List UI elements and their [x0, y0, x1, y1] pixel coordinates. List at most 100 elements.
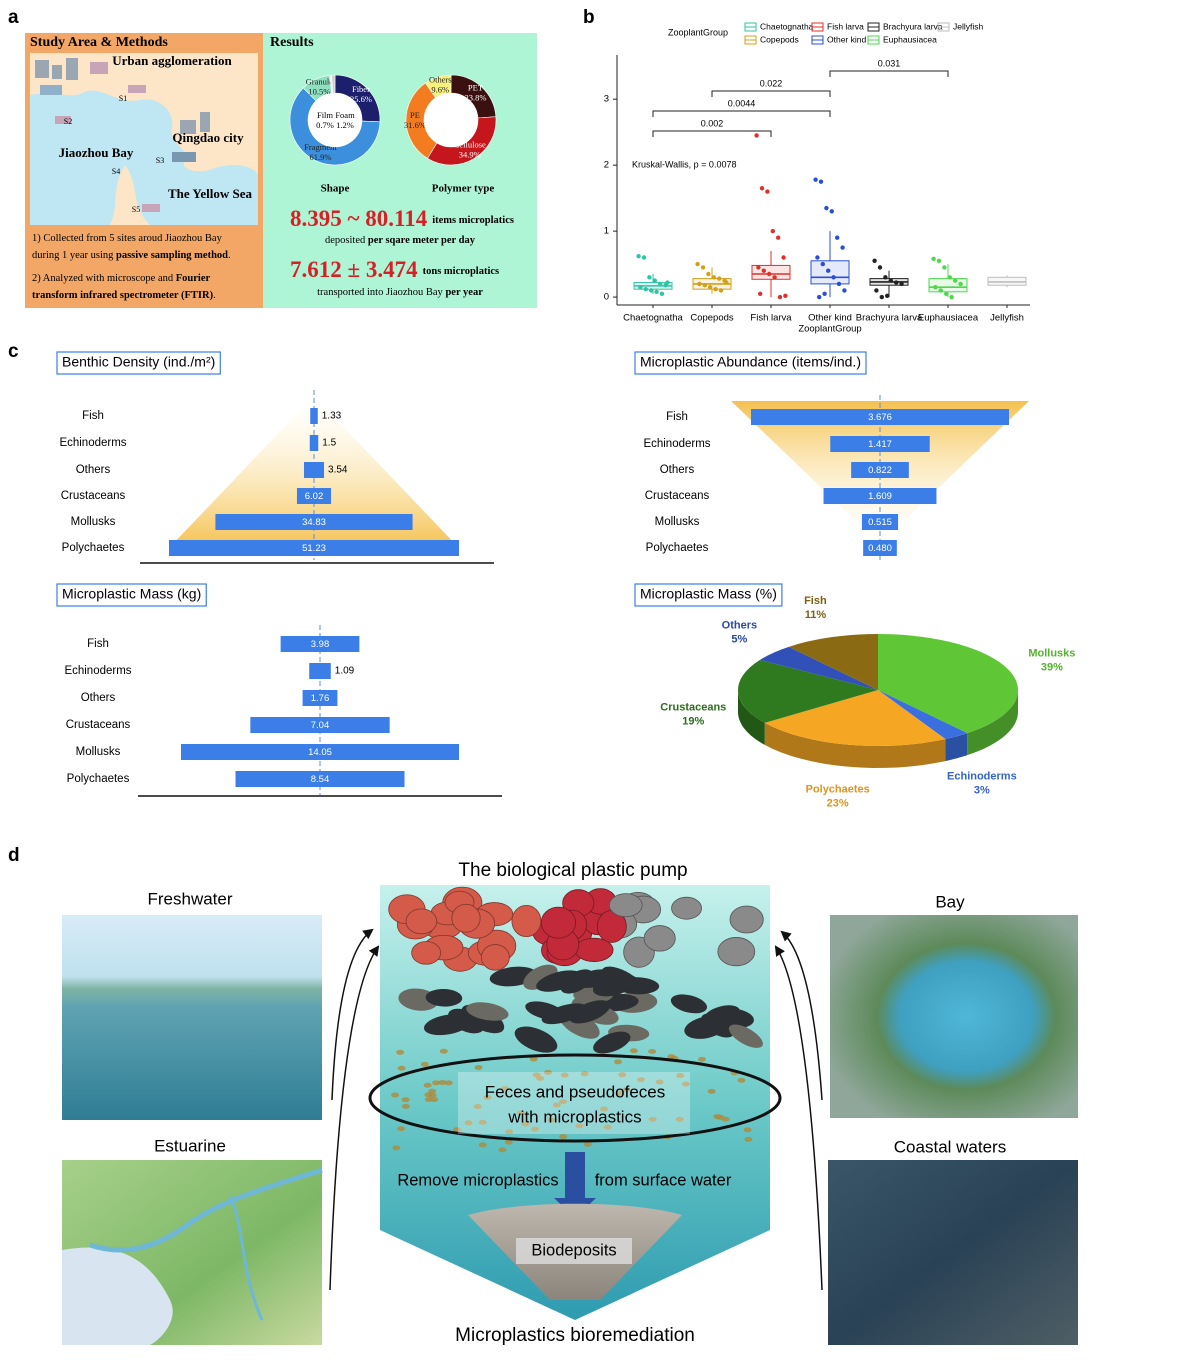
value-label: 1.76 [311, 693, 330, 704]
point [643, 286, 648, 292]
value-label: 3.54 [328, 465, 348, 476]
feces-particle [560, 1072, 569, 1078]
shell [511, 904, 542, 938]
point [822, 291, 827, 296]
feces-particle [629, 1048, 638, 1054]
shell [540, 906, 577, 939]
bar [309, 435, 319, 451]
feces-particle [498, 1147, 507, 1153]
feces-particle [697, 1056, 706, 1062]
point [717, 276, 722, 281]
slice-name: Granule [306, 77, 334, 87]
point [958, 281, 963, 287]
category-label: Mollusks [655, 516, 700, 528]
point [840, 245, 845, 250]
slice-value: 61.9% [309, 152, 331, 162]
text-segment: transported into Jiaozhou Bay [317, 287, 445, 298]
point [931, 256, 936, 262]
point [829, 209, 834, 214]
point [724, 280, 729, 285]
bar [309, 663, 331, 679]
stat-line: 8.395 ~ 80.114 items microplatics [290, 206, 514, 231]
land [110, 165, 150, 225]
bar [169, 540, 459, 556]
point [813, 177, 818, 182]
feces-particle [552, 1102, 561, 1108]
bar [215, 514, 413, 530]
feces-particle [432, 1080, 441, 1086]
x-tick-label: Copepods [690, 313, 734, 324]
mussel [592, 973, 636, 997]
feces-particle [618, 1072, 627, 1078]
feces-ellipse [368, 1053, 782, 1143]
value-label: 14.05 [308, 747, 332, 758]
point [944, 291, 949, 296]
bar [851, 462, 909, 478]
point [649, 288, 654, 293]
mussel [423, 1014, 471, 1036]
feces-particle [420, 1061, 429, 1067]
section-title: Results [270, 35, 314, 50]
donut-hole [308, 93, 362, 147]
x-tick-label: Chaetognatha [623, 313, 683, 324]
point [938, 288, 943, 293]
slice-value: 39% [1041, 662, 1063, 674]
slice-value: 34.9% [459, 150, 481, 160]
feces-particle [622, 1087, 631, 1093]
shell [671, 896, 702, 920]
point [641, 255, 647, 260]
point [772, 275, 777, 280]
slice-value: 1.2% [336, 120, 354, 130]
slice-name: Fish [804, 595, 827, 607]
slice-value: 10.5% [308, 87, 330, 97]
box [810, 260, 850, 285]
bar [302, 690, 338, 706]
slice-name: PET [468, 83, 484, 93]
point [842, 288, 847, 293]
building [35, 60, 49, 78]
text-segment: . [213, 290, 216, 301]
point [759, 186, 765, 191]
building [66, 58, 78, 80]
bar [296, 488, 332, 504]
slice-name: Others [722, 620, 757, 632]
stat-detail: deposited per sqare meter per day [325, 235, 476, 246]
category-label: Polychaetes [62, 542, 125, 554]
feces-particle [547, 1117, 556, 1123]
feces-particle [428, 1088, 437, 1094]
shell [405, 908, 438, 935]
stat-detail: transported into Jiaozhou Bay per year [317, 287, 483, 298]
feces-particle [615, 1090, 624, 1096]
pie-slice [878, 634, 1018, 734]
value-label: 8.54 [311, 774, 330, 785]
text-segment: . [228, 250, 231, 261]
building [200, 112, 210, 132]
feces-particle [478, 1119, 487, 1125]
bracket [711, 90, 831, 97]
pie-side [764, 722, 946, 768]
place-label: Urban agglomeration [112, 53, 232, 68]
point [949, 294, 954, 300]
category-label: Crustaceans [66, 719, 131, 731]
river [228, 1194, 264, 1321]
pie-slice [764, 690, 946, 746]
panel-label: b [583, 7, 595, 28]
mussel [541, 1003, 587, 1025]
value-label: 3.98 [311, 639, 330, 650]
slice-name: Fragment [304, 142, 337, 152]
value-label: 1.09 [335, 666, 355, 677]
feces-particle [648, 1048, 657, 1054]
feces-particle [521, 1121, 530, 1127]
p-value: 0.0044 [728, 98, 756, 108]
mussel [593, 1031, 631, 1054]
place-label: Qingdao city [172, 130, 244, 145]
chart-title: Shape [321, 183, 350, 195]
feces-label: Feces and pseudofeces [485, 1082, 666, 1101]
point [636, 253, 641, 259]
feces-particle [744, 1136, 753, 1142]
category-label: Fish [666, 411, 688, 423]
feces-particle [474, 1065, 483, 1071]
point [765, 189, 770, 194]
arrows [329, 928, 823, 1291]
category-label: Mollusks [71, 516, 116, 528]
